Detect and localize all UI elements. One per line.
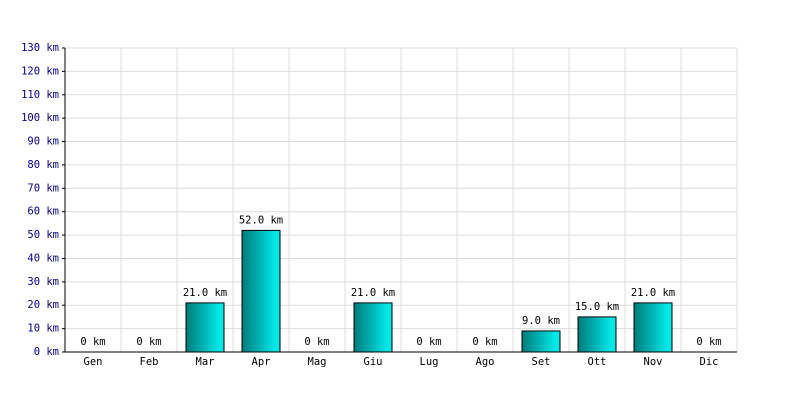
x-tick-label: Mar xyxy=(196,356,215,368)
value-label: 0 km xyxy=(136,336,161,348)
y-tick-label: 80 km xyxy=(27,159,59,171)
y-tick-label: 0 km xyxy=(34,346,59,358)
bar xyxy=(241,229,281,353)
value-label: 21.0 km xyxy=(183,287,227,299)
y-tick-label: 110 km xyxy=(21,89,59,101)
x-tick-label: Ott xyxy=(588,356,607,368)
y-tick-label: 120 km xyxy=(21,65,59,77)
x-tick-label: Giu xyxy=(364,356,383,368)
value-label: 15.0 km xyxy=(575,301,619,313)
y-tick-label: 70 km xyxy=(27,182,59,194)
y-tick-label: 20 km xyxy=(27,299,59,311)
value-label: 0 km xyxy=(472,336,497,348)
value-label: 21.0 km xyxy=(631,287,675,299)
value-label: 9.0 km xyxy=(522,315,560,327)
bar xyxy=(353,302,393,353)
y-tick-label: 30 km xyxy=(27,276,59,288)
y-tick-label: 60 km xyxy=(27,206,59,218)
x-tick-label: Ago xyxy=(476,356,495,368)
value-label: 0 km xyxy=(416,336,441,348)
x-tick-label: Mag xyxy=(308,356,327,368)
x-tick-label: Lug xyxy=(420,356,439,368)
bar xyxy=(633,302,673,353)
x-tick-label: Nov xyxy=(644,356,663,368)
y-tick-label: 10 km xyxy=(27,323,59,335)
y-tick-label: 90 km xyxy=(27,136,59,148)
y-tick-label: 100 km xyxy=(21,112,59,124)
x-tick-label: Gen xyxy=(84,356,103,368)
bar xyxy=(577,316,617,353)
x-tick-label: Dic xyxy=(700,356,719,368)
bar xyxy=(521,330,561,353)
y-tick-label: 50 km xyxy=(27,229,59,241)
value-label: 0 km xyxy=(304,336,329,348)
x-tick-label: Feb xyxy=(140,356,159,368)
value-label: 52.0 km xyxy=(239,214,283,226)
bar xyxy=(185,302,225,353)
value-label: 0 km xyxy=(80,336,105,348)
x-tick-label: Apr xyxy=(252,356,271,368)
value-label: 0 km xyxy=(696,336,721,348)
y-tick-label: 130 km xyxy=(21,42,59,54)
y-tick-label: 40 km xyxy=(27,252,59,264)
value-label: 21.0 km xyxy=(351,287,395,299)
x-tick-label: Set xyxy=(532,356,551,368)
